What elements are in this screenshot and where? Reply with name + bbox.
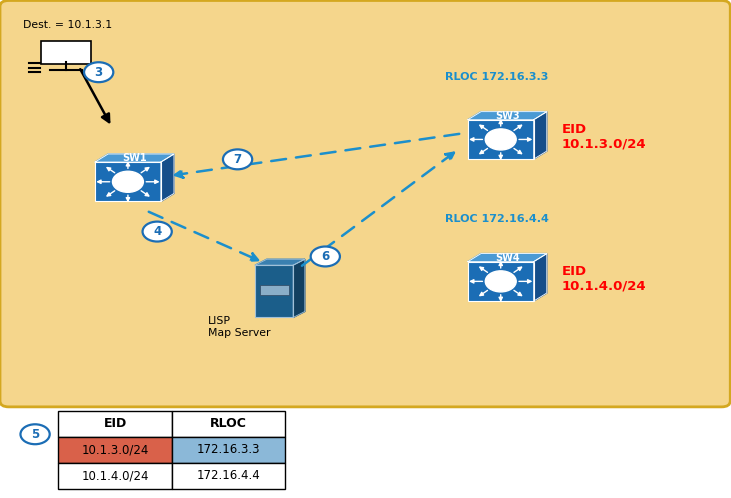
FancyBboxPatch shape xyxy=(468,120,534,159)
FancyBboxPatch shape xyxy=(41,41,91,64)
Circle shape xyxy=(113,171,143,192)
FancyBboxPatch shape xyxy=(172,463,285,489)
Polygon shape xyxy=(293,259,305,318)
Circle shape xyxy=(485,271,516,292)
Text: 172.16.4.4: 172.16.4.4 xyxy=(197,469,260,482)
Text: 4: 4 xyxy=(153,225,162,238)
Text: 6: 6 xyxy=(321,250,330,263)
FancyBboxPatch shape xyxy=(255,265,293,318)
Text: SW3: SW3 xyxy=(495,111,520,121)
Circle shape xyxy=(223,149,252,169)
Polygon shape xyxy=(534,253,547,301)
Circle shape xyxy=(84,62,113,82)
Text: 10.1.4.0/24: 10.1.4.0/24 xyxy=(81,469,149,482)
FancyBboxPatch shape xyxy=(58,463,172,489)
Polygon shape xyxy=(161,154,174,202)
Text: EID
10.1.3.0/24: EID 10.1.3.0/24 xyxy=(561,123,646,151)
FancyBboxPatch shape xyxy=(58,437,172,463)
Text: 172.16.3.3: 172.16.3.3 xyxy=(197,443,260,456)
Text: RLOC 172.16.3.3: RLOC 172.16.3.3 xyxy=(445,72,549,82)
Text: RLOC 172.16.4.4: RLOC 172.16.4.4 xyxy=(445,214,549,224)
Text: Dest. = 10.1.3.1: Dest. = 10.1.3.1 xyxy=(23,20,113,30)
FancyBboxPatch shape xyxy=(172,411,285,437)
Text: 7: 7 xyxy=(233,153,242,166)
Polygon shape xyxy=(468,253,547,261)
Circle shape xyxy=(485,129,516,150)
Text: EID
10.1.4.0/24: EID 10.1.4.0/24 xyxy=(561,265,646,293)
Text: 3: 3 xyxy=(94,66,103,79)
FancyBboxPatch shape xyxy=(468,261,534,301)
Text: RLOC: RLOC xyxy=(210,417,247,430)
Text: 10.1.3.0/24: 10.1.3.0/24 xyxy=(81,443,149,456)
FancyBboxPatch shape xyxy=(0,0,730,407)
Polygon shape xyxy=(255,259,305,265)
Text: 5: 5 xyxy=(31,428,39,441)
Polygon shape xyxy=(95,154,174,162)
Circle shape xyxy=(20,424,50,444)
Text: EID: EID xyxy=(104,417,126,430)
FancyBboxPatch shape xyxy=(58,411,172,437)
Text: SW1: SW1 xyxy=(122,153,147,163)
Circle shape xyxy=(143,222,172,242)
Circle shape xyxy=(311,247,340,266)
FancyBboxPatch shape xyxy=(172,437,285,463)
FancyBboxPatch shape xyxy=(260,285,289,295)
Polygon shape xyxy=(534,112,547,159)
Text: LISP
Map Server: LISP Map Server xyxy=(208,316,270,338)
FancyBboxPatch shape xyxy=(95,162,161,202)
Polygon shape xyxy=(468,112,547,120)
Text: SW4: SW4 xyxy=(495,252,520,262)
